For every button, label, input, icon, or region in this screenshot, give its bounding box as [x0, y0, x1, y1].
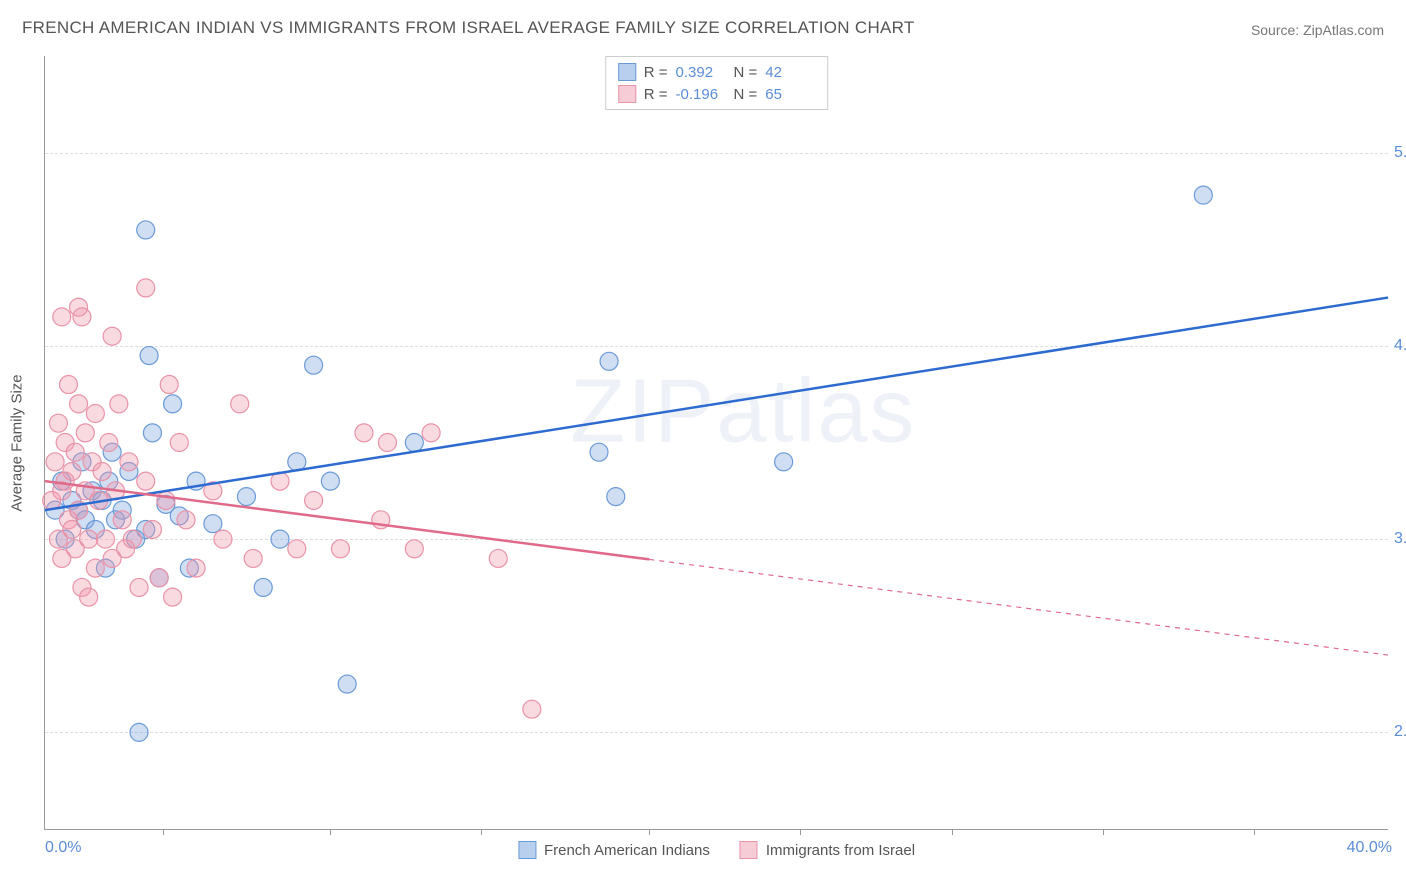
data-point: [86, 559, 104, 577]
data-point: [80, 530, 98, 548]
data-point: [86, 405, 104, 423]
data-point: [355, 424, 373, 442]
source-attribution: Source: ZipAtlas.com: [1251, 22, 1384, 38]
data-point: [53, 308, 71, 326]
data-point: [137, 279, 155, 297]
data-point: [143, 520, 161, 538]
correlation-legend: R = 0.392 N = 42 R = -0.196 N = 65: [605, 56, 829, 110]
swatch-series-1: [618, 63, 636, 81]
n-value-2: 65: [765, 86, 815, 103]
data-point: [130, 723, 148, 741]
data-point: [607, 488, 625, 506]
data-point: [137, 472, 155, 490]
data-point: [600, 352, 618, 370]
legend-item-series-2: Immigrants from Israel: [740, 841, 915, 859]
data-point: [63, 520, 81, 538]
data-point: [60, 376, 78, 394]
r-label: R =: [644, 86, 668, 103]
data-point: [244, 549, 262, 567]
series-legend: French American Indians Immigrants from …: [518, 841, 915, 859]
legend-row-series-1: R = 0.392 N = 42: [618, 61, 816, 83]
data-point: [113, 511, 131, 529]
x-axis-min-label: 0.0%: [45, 839, 81, 857]
y-axis-label: Average Family Size: [9, 374, 26, 511]
data-point: [130, 578, 148, 596]
data-point: [123, 530, 141, 548]
data-point: [164, 588, 182, 606]
n-value-1: 42: [765, 64, 815, 81]
data-point: [100, 434, 118, 452]
y-tick-label: 2.00: [1394, 723, 1406, 741]
data-point: [177, 511, 195, 529]
data-point: [305, 491, 323, 509]
data-point: [120, 453, 138, 471]
data-point: [204, 515, 222, 533]
data-point: [66, 443, 84, 461]
data-point: [775, 453, 793, 471]
data-point: [405, 434, 423, 452]
data-point: [110, 395, 128, 413]
data-point: [523, 700, 541, 718]
data-point: [590, 443, 608, 461]
data-point: [93, 462, 111, 480]
data-point: [49, 414, 67, 432]
plot-area: Average Family Size ZIPatlas R = 0.392 N…: [44, 56, 1388, 830]
data-point: [378, 434, 396, 452]
y-tick-label: 3.00: [1394, 530, 1406, 548]
r-value-1: 0.392: [676, 64, 726, 81]
data-point: [143, 424, 161, 442]
data-point: [305, 356, 323, 374]
data-point: [150, 569, 168, 587]
data-point: [231, 395, 249, 413]
r-value-2: -0.196: [676, 86, 726, 103]
data-point: [187, 559, 205, 577]
data-point: [288, 540, 306, 558]
swatch-series-2-icon: [740, 841, 758, 859]
trend-line-projected: [649, 559, 1388, 655]
y-tick-label: 5.00: [1394, 144, 1406, 162]
data-point: [76, 424, 94, 442]
chart-container: FRENCH AMERICAN INDIAN VS IMMIGRANTS FRO…: [0, 0, 1406, 892]
data-point: [422, 424, 440, 442]
data-point: [214, 530, 232, 548]
data-point: [46, 453, 64, 471]
data-point: [321, 472, 339, 490]
data-point: [73, 308, 91, 326]
data-point: [103, 327, 121, 345]
chart-svg: [45, 56, 1388, 829]
y-tick-label: 4.00: [1394, 337, 1406, 355]
data-point: [137, 221, 155, 239]
n-label: N =: [734, 86, 758, 103]
data-point: [1194, 186, 1212, 204]
data-point: [331, 540, 349, 558]
r-label: R =: [644, 64, 668, 81]
chart-title: FRENCH AMERICAN INDIAN VS IMMIGRANTS FRO…: [22, 18, 915, 38]
swatch-series-2: [618, 85, 636, 103]
data-point: [70, 395, 88, 413]
data-point: [170, 434, 188, 452]
data-point: [338, 675, 356, 693]
n-label: N =: [734, 64, 758, 81]
data-point: [164, 395, 182, 413]
data-point: [254, 578, 272, 596]
data-point: [80, 588, 98, 606]
data-point: [237, 488, 255, 506]
data-point: [160, 376, 178, 394]
data-point: [140, 347, 158, 365]
data-point: [489, 549, 507, 567]
legend-row-series-2: R = -0.196 N = 65: [618, 83, 816, 105]
legend-label-1: French American Indians: [544, 842, 710, 859]
legend-label-2: Immigrants from Israel: [766, 842, 915, 859]
swatch-series-1-icon: [518, 841, 536, 859]
data-point: [96, 530, 114, 548]
data-point: [405, 540, 423, 558]
data-point: [271, 530, 289, 548]
legend-item-series-1: French American Indians: [518, 841, 710, 859]
data-point: [63, 462, 81, 480]
data-point: [157, 491, 175, 509]
x-axis-max-label: 40.0%: [1347, 839, 1392, 857]
